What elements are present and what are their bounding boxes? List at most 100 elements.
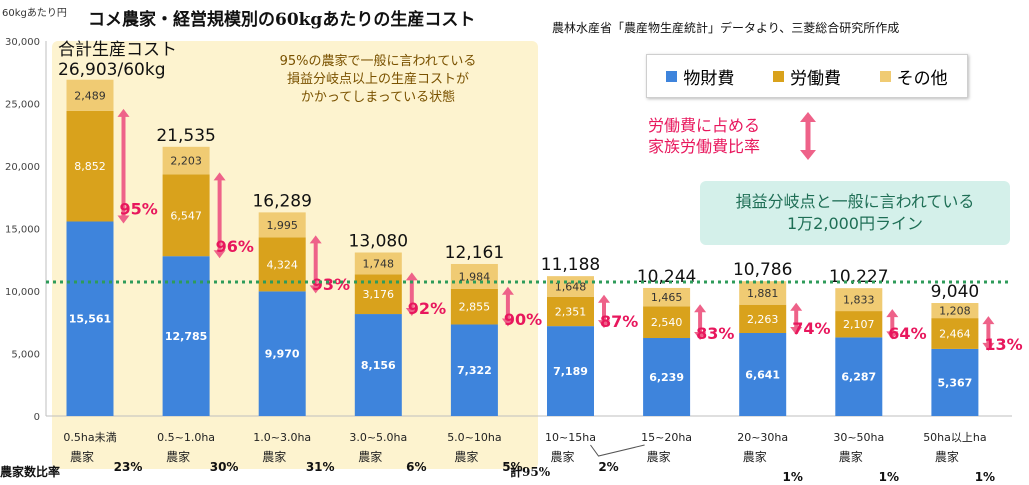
source-note: 農林水産省「農産物生産統計」データより、三菱総合研究所作成 [552, 21, 900, 35]
total-cost-label-line2: 26,903/60kg [58, 60, 166, 80]
legend-item-labor: 労働費 [772, 64, 841, 89]
category-label: 50ha以上ha [923, 431, 986, 444]
family-labor-note: 労働費に占める 家族労働費比率 [648, 115, 760, 157]
bar-segment [547, 296, 594, 327]
family-labor-arrow-head [117, 108, 130, 117]
family-labor-pct: 83% [696, 324, 734, 343]
data-label: 9,970 [265, 348, 300, 361]
family-labor-arrow-head [886, 331, 899, 340]
y-tick-label: 30,000 [5, 37, 40, 48]
y-tick-label: 25,000 [5, 100, 40, 111]
bar-segment [643, 287, 691, 307]
category-label: 5.0~10ha [447, 431, 501, 444]
family-labor-arrow-head [598, 320, 610, 329]
legend-item-material: 物財費 [666, 64, 734, 89]
category-label: 0.5ha未満 [63, 431, 116, 444]
category-label: 20~30ha [737, 431, 788, 444]
category-suffix: 農家 [647, 449, 671, 464]
family-labor-pct: 96% [216, 237, 254, 256]
family-labor-note-arrow-head [800, 150, 816, 160]
cumulative-share: 計95% [510, 465, 551, 479]
highlight-note-line1: 95%の農家で一般に言われている [279, 54, 477, 69]
data-label: 2,107 [843, 318, 875, 331]
y-tick-label: 10,000 [5, 287, 40, 298]
category-label: 1.0~3.0ha [253, 431, 311, 444]
farm-share-value: 31% [306, 460, 335, 474]
total-label: 13,080 [349, 232, 408, 252]
bar-segment [258, 212, 306, 238]
y-tick-label: 0 [34, 412, 40, 423]
bar-segment [547, 326, 594, 416]
share-bracket [590, 444, 645, 457]
data-label: 6,641 [745, 368, 780, 381]
family-labor-arrow-head [982, 316, 995, 325]
family-labor-arrow-head [501, 318, 514, 327]
bar-segment [739, 281, 787, 305]
bar-segment [450, 288, 498, 325]
farm-share-value: 23% [114, 460, 143, 474]
data-label: 1,984 [459, 270, 491, 283]
farm-share-label: 農家数比率 [0, 465, 61, 479]
total-label: 11,188 [541, 255, 600, 275]
category-suffix: 農家 [839, 449, 863, 464]
y-tick-label: 5,000 [11, 350, 40, 361]
data-label: 1,995 [266, 219, 298, 232]
total-label: 21,535 [156, 126, 215, 146]
total-label: 10,244 [637, 267, 696, 287]
chart-title: コメ農家・経営規模別の60kgあたりの生産コスト [88, 10, 476, 30]
family-labor-arrow-head [117, 215, 130, 224]
family-labor-arrow-head [790, 326, 803, 335]
family-labor-pct: 95% [120, 199, 158, 218]
data-label: 1,833 [843, 294, 875, 307]
family-labor-arrow-head [694, 304, 707, 313]
data-label: 6,287 [841, 371, 876, 384]
bar-segment [931, 318, 979, 349]
data-label: 6,547 [170, 209, 202, 222]
data-label: 7,189 [553, 365, 588, 378]
legend-swatch-labor [772, 70, 784, 82]
data-label: 2,464 [939, 328, 971, 341]
total-label: 9,040 [931, 282, 980, 302]
family-labor-pct: 64% [888, 324, 926, 343]
category-suffix: 農家 [70, 449, 94, 464]
highlight-note-line2: 損益分岐点以上の生産コストが [286, 72, 469, 87]
data-label: 4,324 [266, 258, 298, 271]
highlight-note: 95%の農家で一般に言われている 損益分岐点以上の生産コストが かかってしまって… [228, 53, 528, 107]
data-label: 1,748 [363, 257, 395, 270]
category-label: 15~20ha [641, 431, 692, 444]
family-labor-note-arrow-head [800, 112, 816, 122]
legend-swatch-other [879, 70, 891, 82]
family-labor-pct: 92% [408, 299, 446, 318]
category-label: 3.0~5.0ha [349, 431, 407, 444]
family-labor-arrow-head [213, 172, 226, 181]
family-labor-note-line1: 労働費に占める [648, 116, 761, 135]
total-label: 10,786 [733, 260, 792, 280]
family-labor-arrow-head [309, 285, 322, 294]
data-label: 5,367 [938, 376, 973, 389]
total-cost-label-line1: 合計生産コスト [58, 40, 177, 60]
y-axis-unit: 60kgあたり円 [2, 8, 67, 19]
data-label: 2,489 [74, 89, 106, 102]
bar-segment [931, 303, 979, 319]
y-tick-label: 20,000 [5, 162, 40, 173]
bar-segment [66, 79, 114, 111]
data-label: 8,156 [361, 359, 396, 372]
family-labor-arrow-head [213, 250, 226, 259]
category-suffix: 農家 [743, 449, 767, 464]
bar-segment [258, 291, 306, 416]
total-cost-label: 合計生産コスト 26,903/60kg [58, 40, 177, 80]
bar-segment [66, 110, 114, 222]
total-label: 10,227 [829, 267, 888, 287]
family-labor-arrow-head [309, 235, 322, 244]
data-label: 1,465 [651, 291, 683, 304]
legend-item-other: その他 [879, 64, 948, 89]
category-suffix: 農家 [262, 449, 286, 464]
bar-segment [835, 311, 883, 338]
bar-segment [66, 221, 114, 416]
bar-segment [739, 304, 787, 333]
data-label: 12,785 [165, 330, 207, 343]
category-label: 0.5~1.0ha [157, 431, 215, 444]
farm-share-value: 1% [975, 470, 995, 484]
farm-share-value: 1% [783, 470, 803, 484]
